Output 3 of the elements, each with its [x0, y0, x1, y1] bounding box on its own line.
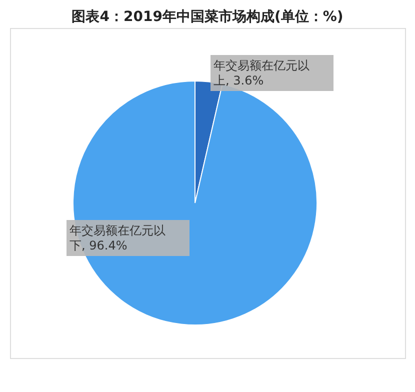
chart-title: 图表4：2019年中国菜市场构成(单位：%) [72, 8, 344, 25]
slice-label: 年交易额在亿元以上, 3.6% [214, 58, 310, 88]
slice-label: 年交易额在亿元以下, 96.4% [70, 224, 166, 252]
